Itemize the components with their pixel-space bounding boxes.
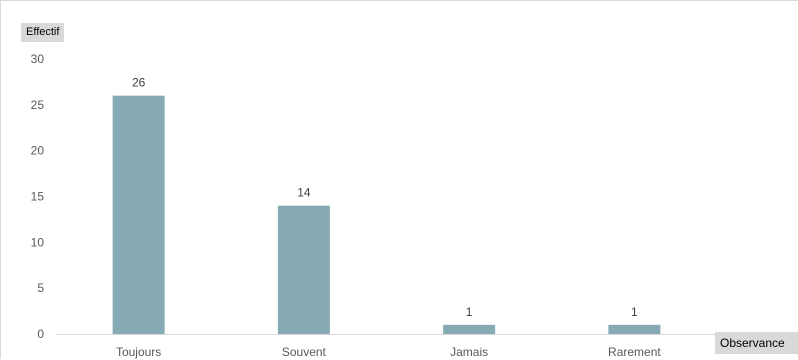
bar xyxy=(443,324,496,334)
y-tick-label: 0 xyxy=(37,327,44,341)
bars xyxy=(112,95,661,335)
data-labels: 26 14 1 1 xyxy=(132,76,638,319)
bar xyxy=(277,205,330,334)
data-label: 14 xyxy=(297,186,311,200)
x-tick-label: Toujours xyxy=(116,345,161,359)
x-axis-title: Observance xyxy=(715,332,798,354)
data-label: 1 xyxy=(466,305,473,319)
y-tick-label: 10 xyxy=(31,235,45,249)
bar xyxy=(608,324,661,334)
x-tick-label: Rarement xyxy=(608,345,661,359)
x-axis-labels: Toujours Souvent Jamais Rarement xyxy=(116,345,661,359)
data-label: 26 xyxy=(132,76,146,90)
y-axis-title: Effectif xyxy=(21,23,65,42)
y-tick-label: 30 xyxy=(31,52,45,66)
y-tick-label: 25 xyxy=(31,98,45,112)
y-axis-ticks: 0 5 10 15 20 25 30 xyxy=(31,52,45,341)
bar xyxy=(112,95,165,335)
x-tick-label: Souvent xyxy=(282,345,327,359)
y-tick-label: 15 xyxy=(31,190,45,204)
data-label: 1 xyxy=(631,305,638,319)
y-tick-label: 5 xyxy=(37,281,44,295)
x-tick-label: Jamais xyxy=(450,345,488,359)
y-tick-label: 20 xyxy=(31,144,45,158)
